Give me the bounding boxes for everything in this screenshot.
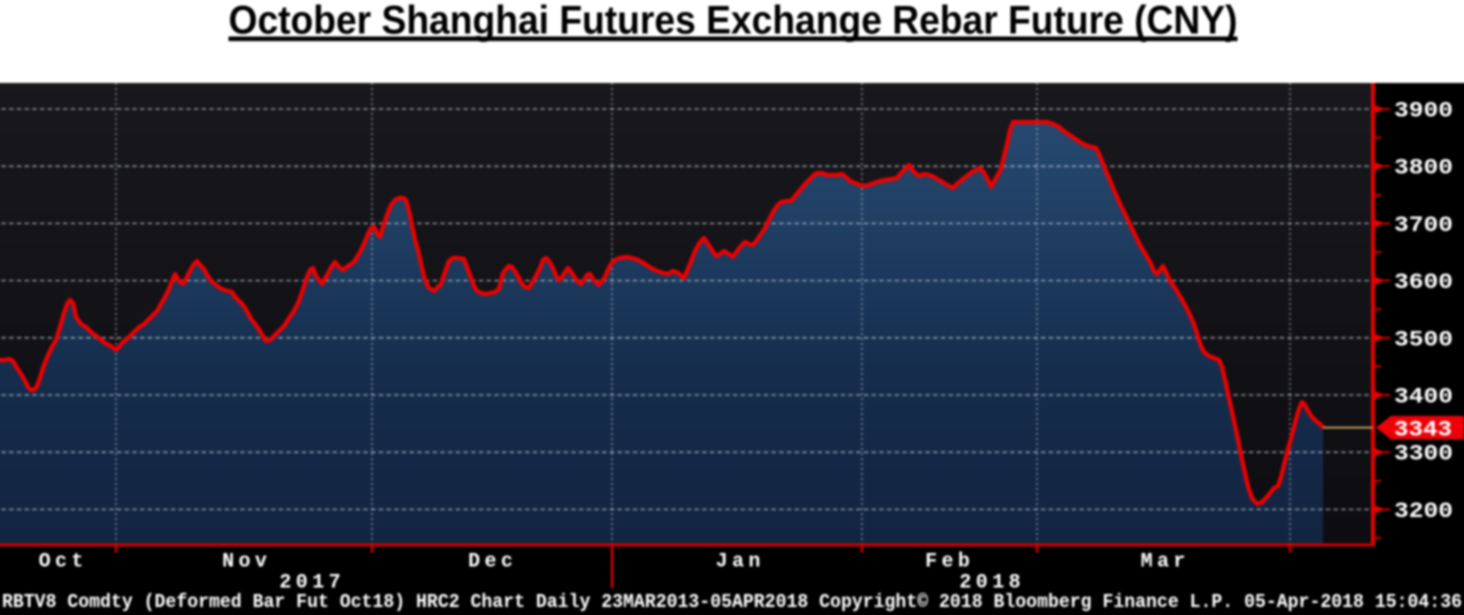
svg-text:3200: 3200 — [1394, 499, 1453, 524]
svg-text:3800: 3800 — [1394, 156, 1453, 181]
svg-text:Oct: Oct — [39, 551, 88, 574]
svg-text:Mar: Mar — [1141, 551, 1190, 574]
svg-text:3500: 3500 — [1394, 327, 1453, 352]
svg-text:3400: 3400 — [1394, 385, 1453, 410]
svg-text:Dec: Dec — [468, 551, 517, 574]
svg-text:3343: 3343 — [1394, 418, 1452, 443]
svg-text:2017: 2017 — [279, 572, 345, 595]
svg-text:3700: 3700 — [1394, 213, 1453, 238]
svg-text:2018: 2018 — [959, 572, 1025, 595]
svg-text:3300: 3300 — [1394, 442, 1453, 467]
svg-text:Feb: Feb — [925, 551, 974, 574]
svg-text:RBTV8 Comdty (Deformed Bar Fut: RBTV8 Comdty (Deformed Bar Fut Oct18) HR… — [2, 591, 1462, 613]
svg-text:3600: 3600 — [1394, 270, 1453, 295]
svg-text:October Shanghai Futures Excha: October Shanghai Futures Exchange Rebar … — [229, 0, 1238, 43]
svg-text:3900: 3900 — [1394, 99, 1453, 124]
svg-text:Nov: Nov — [222, 551, 271, 574]
svg-text:Jan: Jan — [716, 551, 765, 574]
